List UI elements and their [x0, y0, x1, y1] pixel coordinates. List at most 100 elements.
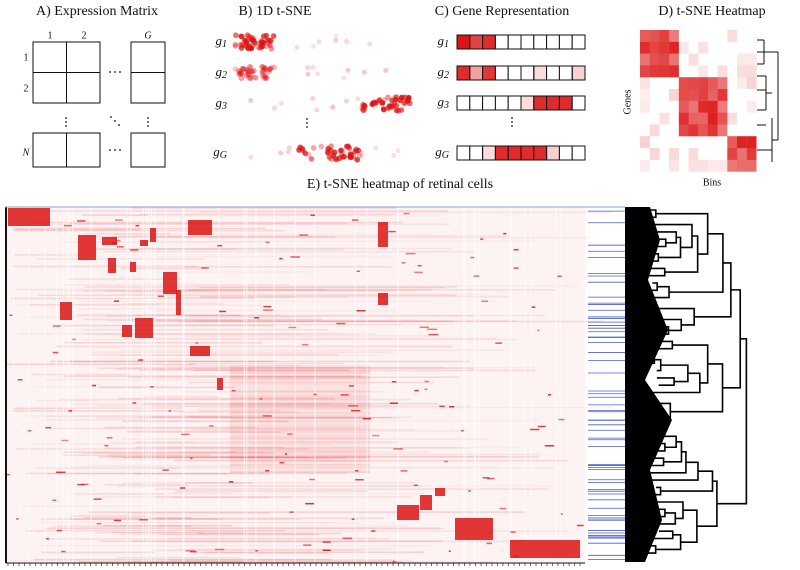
heat-dash: [303, 544, 312, 546]
cell-dot: [392, 96, 399, 103]
bin: [456, 65, 471, 81]
cell-dot: [263, 66, 269, 73]
heat-cell: [649, 41, 660, 54]
heat-band: [230, 446, 370, 448]
heat-band: [230, 379, 370, 382]
heat-row: [152, 271, 317, 273]
dendrogram-link: [655, 534, 682, 551]
heat-dash: [461, 429, 464, 432]
heat-col: [72, 207, 74, 562]
heat-row: [122, 302, 225, 305]
heat-col: [245, 207, 248, 562]
heat-row: [155, 240, 536, 243]
heat-dash: [351, 518, 355, 520]
cell-dot: [379, 100, 385, 106]
cell-dot: [263, 75, 269, 81]
heat-row: [155, 320, 453, 323]
heat-row: [64, 284, 290, 286]
heat-dash: [372, 434, 380, 437]
heat-row: [98, 496, 292, 498]
bin: [533, 145, 548, 161]
heat-dash: [17, 379, 23, 381]
heat-row: [136, 446, 285, 449]
heat-row: [115, 556, 240, 559]
heat-cell: [659, 65, 670, 78]
heat-band: [230, 462, 370, 464]
heat-row: [82, 329, 328, 331]
heat-block: [217, 378, 223, 390]
heat-band: [230, 377, 370, 380]
cell-dot: [246, 63, 253, 70]
heat-row: [22, 415, 369, 417]
cell-dot: [248, 37, 255, 43]
heat-dash: [388, 230, 396, 233]
cell-dot: [232, 41, 238, 48]
cell-dot: [260, 33, 267, 40]
heat-cell: [678, 77, 689, 90]
heat-row: [53, 525, 192, 527]
heat-row: [196, 285, 580, 287]
heat-band: [230, 401, 370, 403]
dendrogram-link: [663, 440, 683, 463]
heat-dash: [81, 483, 89, 486]
heat-row: [47, 472, 229, 475]
heat-cell: [707, 124, 718, 137]
heat-cell: [737, 65, 747, 78]
heat-row: [12, 227, 267, 230]
heat-dash: [104, 444, 109, 447]
heat-dash: [537, 329, 540, 332]
heat-row: [79, 514, 209, 517]
heat-row: [122, 420, 289, 423]
heat-dash: [480, 238, 484, 240]
heat-dash: [262, 415, 272, 417]
dendrogram-link: [657, 326, 670, 335]
heat-cell: [649, 65, 660, 78]
dendrogram-link: [646, 545, 657, 554]
heat-row: [203, 485, 551, 487]
heat-dash: [503, 232, 507, 235]
heat-row: [64, 342, 263, 344]
cell-dot: [310, 65, 316, 71]
heat-row: [87, 333, 377, 335]
cell-dot: [405, 98, 411, 104]
heat-row: [182, 266, 392, 268]
heat-row: [203, 551, 425, 553]
heat-dash: [72, 338, 76, 341]
heat-dash: [190, 550, 197, 553]
heat-band: [230, 393, 370, 396]
heat-band: [230, 424, 370, 427]
cell-dot: [262, 73, 268, 79]
heat-row: [192, 428, 415, 431]
heat-row: [55, 345, 453, 348]
heat-row: [23, 505, 149, 507]
heat-dash: [150, 386, 154, 388]
gene-label: g2: [216, 64, 228, 81]
heat-col: [129, 207, 132, 562]
cell-dot: [248, 68, 255, 75]
cell-dot: [264, 75, 270, 81]
cell-dot: [239, 33, 245, 40]
bin: [494, 95, 509, 111]
heat-row: [110, 456, 282, 458]
cell-dot: [232, 66, 239, 72]
heat-row: [170, 559, 395, 561]
heat-row: [113, 233, 433, 235]
cell-dot: [305, 151, 312, 158]
cell-dot: [259, 71, 266, 77]
cell-dot: [393, 103, 400, 109]
heat-dash: [499, 507, 507, 510]
heat-cell: [746, 77, 757, 90]
heat-dash: [513, 248, 519, 251]
heat-row: [84, 286, 457, 288]
dendrogram-dense: [625, 207, 672, 562]
heat-row: [140, 324, 403, 326]
heat-col: [559, 207, 562, 562]
bin: [482, 34, 496, 50]
heat-row: [77, 314, 241, 316]
heat-row: [82, 338, 518, 341]
heat-row: [78, 561, 404, 563]
heat-block: [510, 540, 580, 558]
heat-band: [230, 465, 370, 468]
cell-dot: [316, 39, 322, 45]
bin: [507, 145, 522, 161]
